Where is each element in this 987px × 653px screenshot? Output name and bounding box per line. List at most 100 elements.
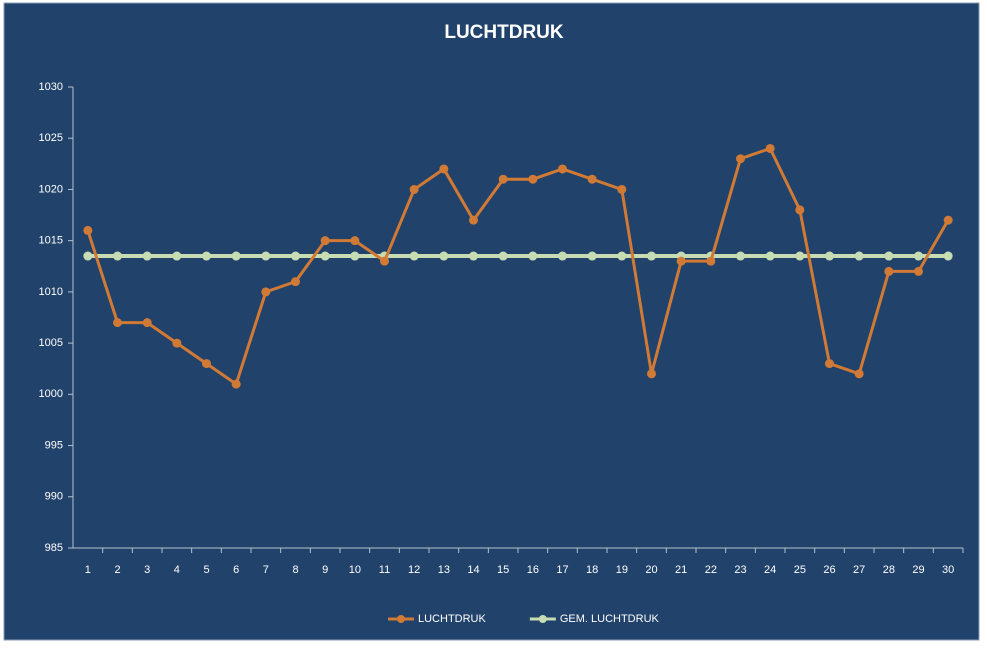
- x-tick-label: 23: [734, 564, 746, 576]
- point: [439, 251, 449, 261]
- point: [706, 256, 716, 266]
- chart-background: [3, 2, 980, 641]
- point: [736, 251, 745, 261]
- point: [142, 318, 152, 328]
- x-tick-label: 29: [912, 564, 924, 576]
- x-tick-label: 30: [942, 564, 954, 576]
- x-tick-label: 12: [408, 564, 420, 576]
- point: [528, 174, 538, 184]
- y-tick-label: 985: [45, 542, 63, 554]
- point: [113, 318, 122, 328]
- point: [172, 338, 182, 348]
- point: [647, 369, 656, 379]
- point: [350, 251, 360, 261]
- x-tick-label: 8: [292, 564, 298, 576]
- x-tick-label: 3: [144, 564, 150, 576]
- x-tick-label: 14: [467, 564, 479, 576]
- point: [320, 236, 330, 246]
- point: [943, 215, 953, 225]
- point: [439, 164, 449, 174]
- point: [736, 154, 745, 164]
- point: [142, 251, 152, 261]
- legend-label: GEM. LUCHTDRUK: [560, 613, 660, 625]
- point: [231, 251, 241, 261]
- point: [558, 251, 567, 261]
- point: [617, 251, 627, 261]
- x-tick-label: 7: [263, 564, 269, 576]
- x-tick-label: 26: [823, 564, 835, 576]
- point: [469, 215, 478, 225]
- point: [587, 174, 597, 184]
- x-tick-label: 28: [883, 564, 895, 576]
- point: [884, 266, 894, 276]
- legend-marker: [538, 615, 547, 623]
- point: [943, 251, 953, 261]
- point: [83, 251, 93, 261]
- x-tick-label: 2: [114, 564, 120, 576]
- legend-label: LUCHTDRUK: [418, 613, 487, 625]
- point: [825, 251, 834, 261]
- point: [380, 256, 389, 266]
- x-tick-label: 19: [616, 564, 628, 576]
- point: [795, 205, 805, 215]
- x-tick-label: 4: [174, 564, 180, 576]
- x-tick-label: 10: [349, 564, 361, 576]
- point: [528, 251, 538, 261]
- point: [83, 225, 93, 235]
- point: [320, 251, 330, 261]
- y-tick-label: 1015: [39, 235, 63, 247]
- y-tick-label: 1025: [39, 132, 63, 144]
- y-tick-label: 1000: [39, 388, 63, 400]
- point: [291, 251, 300, 261]
- point: [202, 359, 211, 369]
- x-tick-label: 16: [527, 564, 539, 576]
- x-tick-label: 21: [675, 564, 687, 576]
- point: [676, 256, 686, 266]
- point: [914, 251, 923, 261]
- point: [231, 379, 241, 389]
- point: [498, 174, 508, 184]
- x-tick-label: 27: [853, 564, 865, 576]
- point: [765, 143, 775, 153]
- chart-title: LUCHTDRUK: [444, 22, 564, 43]
- x-tick-label: 9: [322, 564, 328, 576]
- point: [765, 251, 775, 261]
- x-tick-label: 15: [497, 564, 509, 576]
- y-tick-label: 1005: [39, 337, 63, 349]
- point: [409, 184, 419, 194]
- x-tick-label: 18: [586, 564, 598, 576]
- x-tick-label: 11: [379, 564, 390, 576]
- point: [172, 251, 182, 261]
- x-tick-label: 6: [233, 564, 239, 576]
- point: [884, 251, 894, 261]
- point: [113, 251, 122, 261]
- x-tick-label: 25: [794, 564, 806, 576]
- series-line: [86, 146, 950, 387]
- point: [617, 184, 627, 194]
- x-tick-label: 13: [438, 564, 450, 576]
- y-tick-label: 1020: [39, 183, 63, 195]
- point: [795, 251, 805, 261]
- point: [558, 164, 567, 174]
- x-tick-label: 20: [645, 564, 657, 576]
- point: [498, 251, 508, 261]
- point: [469, 251, 478, 261]
- point: [202, 251, 211, 261]
- x-tick-label: 17: [556, 564, 568, 576]
- y-tick-label: 990: [45, 491, 63, 503]
- point: [587, 251, 597, 261]
- point: [261, 287, 271, 297]
- point: [854, 369, 864, 379]
- x-tick-label: 5: [203, 564, 209, 576]
- legend-marker: [397, 615, 405, 623]
- point: [914, 266, 923, 276]
- y-tick-label: 1030: [39, 81, 63, 93]
- point: [261, 251, 271, 261]
- point: [647, 251, 656, 261]
- point: [291, 277, 300, 287]
- point: [350, 236, 360, 246]
- y-tick-label: 1010: [39, 286, 63, 298]
- x-tick-label: 1: [85, 564, 91, 576]
- x-tick-label: 24: [764, 564, 776, 576]
